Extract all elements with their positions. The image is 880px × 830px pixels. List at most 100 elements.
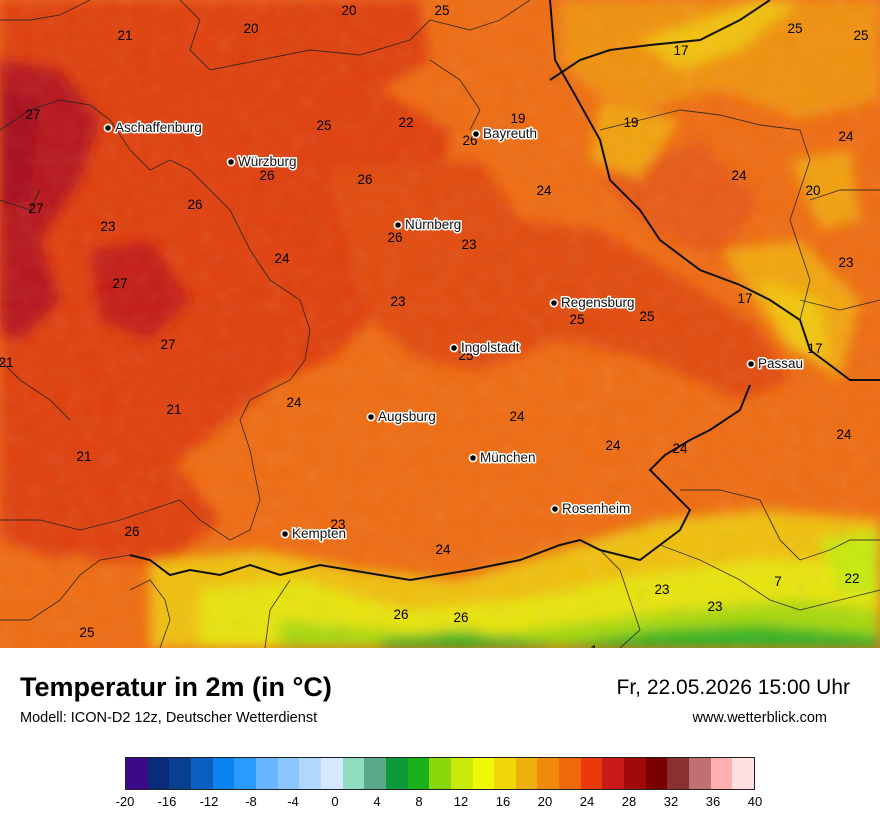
legend-tick-label: -8 — [245, 794, 257, 809]
temperature-value-label: 24 — [536, 183, 552, 198]
legend-color-step — [126, 758, 148, 789]
temperature-value-label: 26 — [124, 524, 139, 539]
temperature-value-label: 26 — [387, 230, 402, 245]
legend-color-step — [537, 758, 560, 789]
temperature-value-label: 27 — [28, 201, 43, 216]
legend-color-step — [364, 758, 386, 789]
legend-color-step — [732, 758, 755, 789]
forecast-datetime: Fr, 22.05.2026 15:00 Uhr — [616, 676, 851, 699]
temperature-value-label: 25 — [639, 309, 654, 324]
city-marker: Würzburg — [226, 153, 298, 171]
website-link[interactable]: www.wetterblick.com — [692, 710, 827, 726]
district-borders — [0, 0, 880, 648]
legend-tick-label: 36 — [705, 794, 721, 809]
temperature-value-label: 24 — [731, 168, 747, 183]
temperature-value-label: 21 — [0, 355, 14, 370]
legend-color-step — [169, 758, 191, 789]
city-marker: Aschaffenburg — [103, 119, 203, 137]
city-name-label: Würzburg — [238, 154, 297, 169]
temperature-value-label: 23 — [100, 219, 115, 234]
temperature-value-label: 26 — [357, 172, 372, 187]
map-title: Temperatur in 2m (in °C) — [20, 672, 332, 702]
temperature-value-label: 23 — [654, 582, 669, 597]
temperature-value-label: 23 — [838, 255, 853, 270]
city-marker: Rosenheim — [550, 500, 632, 518]
temperature-value-label: 24 — [286, 395, 302, 410]
temperature-value-label: 27 — [25, 107, 40, 122]
legend-tick-label: 20 — [537, 794, 553, 809]
legend-color-step — [559, 758, 581, 789]
temperature-value-label: 20 — [341, 3, 356, 18]
legend-color-step — [255, 758, 278, 789]
legend-tick-label: 28 — [621, 794, 637, 809]
legend-color-step — [494, 758, 516, 789]
legend-tick-label: -16 — [157, 794, 177, 809]
legend-color-step — [234, 758, 256, 789]
temperature-value-label: 22 — [398, 115, 413, 130]
temperature-value-label: 17 — [737, 291, 752, 306]
temperature-value-label: 19 — [623, 115, 638, 130]
temperature-value-label: 23 — [390, 294, 405, 309]
legend-color-step — [190, 758, 213, 789]
city-marker: Kempten — [280, 525, 348, 543]
temperature-value-label: 17 — [807, 341, 822, 356]
city-marker: Bayreuth — [471, 125, 539, 143]
map-footer: Temperatur in 2m (in °C) Modell: ICON-D2… — [0, 648, 880, 830]
city-marker: Nürnberg — [393, 216, 463, 234]
legend-tick-label: 0 — [331, 794, 339, 809]
legend-color-step — [385, 758, 408, 789]
temperature-value-label: 21 — [76, 449, 91, 464]
temperature-value-label: 21 — [166, 402, 181, 417]
legend-color-step — [212, 758, 235, 789]
color-legend-ticks: -20 -16 -12 -8 -4 0 4 8 12 16 20 24 28 32 36 40 — [116, 794, 763, 818]
city-dot — [471, 129, 481, 139]
temperature-value-label: 24 — [435, 542, 451, 557]
state-border — [129, 0, 880, 582]
temperature-value-label: 25 — [316, 118, 331, 133]
city-dot — [550, 504, 560, 514]
legend-color-step — [667, 758, 690, 789]
legend-color-step — [277, 758, 300, 789]
city-markers: Aschaffenburg Würzburg Bayreuth Nürnberg Reg… — [103, 119, 805, 543]
legend-color-step — [299, 758, 321, 789]
temperature-value-label: 25 — [853, 28, 868, 43]
temperature-value-label: 25 — [787, 21, 802, 36]
temperature-value-label: 7 — [774, 574, 782, 589]
temperature-value-label: 25 — [458, 348, 473, 363]
temperature-value-label: 24 — [838, 129, 854, 144]
city-dot — [746, 359, 756, 369]
legend-color-step — [710, 758, 733, 789]
legend-tick-label: 4 — [373, 794, 381, 809]
city-name-label: Rosenheim — [562, 501, 630, 516]
temperature-value-label: 17 — [673, 43, 688, 58]
city-dot — [103, 123, 113, 133]
city-dot — [468, 453, 478, 463]
temperature-value-label: 27 — [112, 276, 127, 291]
legend-tick-label: 8 — [415, 794, 423, 809]
legend-color-step — [429, 758, 451, 789]
temperature-value-label: 24 — [836, 427, 852, 442]
temperature-value-label: 25 — [434, 3, 449, 18]
legend-color-step — [147, 758, 170, 789]
city-name-label: Passau — [758, 356, 803, 371]
city-marker: Passau — [746, 355, 805, 373]
city-dot — [226, 157, 236, 167]
city-dot — [549, 298, 559, 308]
color-legend-bar — [125, 757, 755, 790]
legend-tick-label: 16 — [495, 794, 511, 809]
temperature-value-label: 20 — [805, 183, 820, 198]
temperature-value-label: 24 — [509, 409, 525, 424]
legend-tick-label: 40 — [747, 794, 763, 809]
temperature-value-label: 23 — [707, 599, 722, 614]
city-name-label: Ingolstadt — [461, 340, 520, 355]
temperature-map: 21 20 20 25 17 25 25 27 23 25 22 19 19 24 26 26 26 24 24 20… — [0, 0, 880, 648]
city-name-label: Aschaffenburg — [115, 120, 202, 135]
temperature-value-label: 25 — [79, 625, 94, 640]
city-dot — [280, 529, 290, 539]
city-name-label: Bayreuth — [483, 126, 537, 141]
temperature-value-label: 22 — [844, 571, 859, 586]
texture-overlay — [0, 0, 880, 648]
legend-tick-label: -20 — [115, 794, 135, 809]
temperature-value-label: 26 — [187, 197, 202, 212]
temperature-value-label: 23 — [330, 517, 345, 532]
